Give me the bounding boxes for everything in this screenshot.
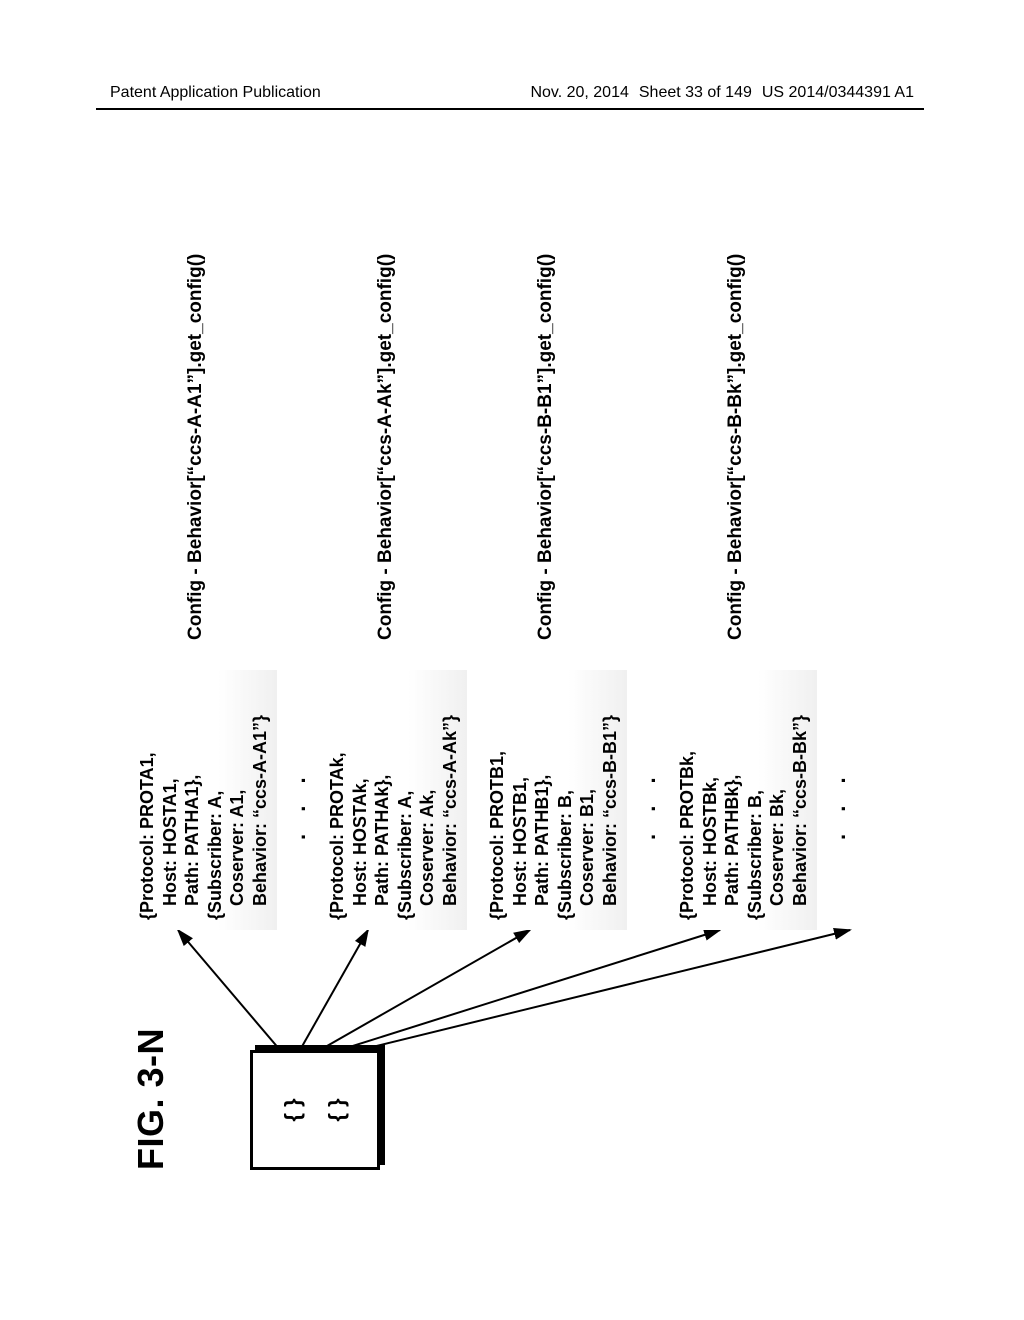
header-docnum: US 2014/0344391 A1 xyxy=(762,84,914,102)
record-box-0: {Protocol: PROTA1,Host: HOSTA1,Path: PAT… xyxy=(130,670,277,930)
record-line: Host: HOSTBk, xyxy=(699,680,722,920)
record-line: Coserver: Bk, xyxy=(766,680,789,920)
header-sheet: Sheet 33 of 149 xyxy=(639,84,752,102)
record-line: {Subscriber: A, xyxy=(394,680,417,920)
ellipsis-2: . . . xyxy=(825,769,851,840)
out-label-1: Config - Behavior[“ccs-A-Ak”].get_config… xyxy=(375,160,397,640)
out-label-0: Config - Behavior[“ccs-A-A1”].get_config… xyxy=(185,160,207,640)
record-line: {Subscriber: A, xyxy=(204,680,227,920)
record-line: {Protocol: PROTBk, xyxy=(676,680,699,920)
record-line: Coserver: B1, xyxy=(576,680,599,920)
header-right: Nov. 20, 2014 Sheet 33 of 149 US 2014/03… xyxy=(530,84,914,102)
arrow-line xyxy=(340,930,720,1050)
record-line: Behavior: “ccs-B-B1”} xyxy=(599,680,622,920)
record-line: {Protocol: PROTAk, xyxy=(326,680,349,920)
record-line: Behavior: “ccs-A-A1”} xyxy=(249,680,272,920)
record-line: Host: HOSTB1, xyxy=(509,680,532,920)
arrow-line xyxy=(178,930,280,1050)
record-line: Behavior: “ccs-B-Bk”} xyxy=(789,680,812,920)
record-line: Path: PATHA1}, xyxy=(181,680,204,920)
out-label-3: Config - Behavior[“ccs-B-Bk”].get_config… xyxy=(725,160,747,640)
out-label-2: Config - Behavior[“ccs-B-B1”].get_config… xyxy=(535,160,557,640)
record-line: Coserver: A1, xyxy=(226,680,249,920)
diagram: FIG. 3-N { } { } {Protocol: PROTA1,Host:… xyxy=(130,150,890,1170)
record-line: {Protocol: PROTB1, xyxy=(486,680,509,920)
arrows-svg xyxy=(130,150,890,1170)
record-line: Path: PATHB1}, xyxy=(531,680,554,920)
arrow-line xyxy=(360,930,850,1050)
record-box-3: {Protocol: PROTBk,Host: HOSTBk,Path: PAT… xyxy=(670,670,817,930)
ellipsis-1: . . . xyxy=(635,769,661,840)
record-line: {Subscriber: B, xyxy=(554,680,577,920)
arrow-line xyxy=(320,930,530,1050)
arrow-line xyxy=(300,930,368,1050)
record-line: {Protocol: PROTA1, xyxy=(136,680,159,920)
record-line: Host: HOSTAk, xyxy=(349,680,372,920)
record-line: Behavior: “ccs-A-Ak”} xyxy=(439,680,462,920)
ellipsis-0: . . . xyxy=(285,769,311,840)
header-rule xyxy=(96,108,924,110)
header-date: Nov. 20, 2014 xyxy=(530,84,628,102)
record-line: Path: PATHAk}, xyxy=(371,680,394,920)
record-line: Host: HOSTA1, xyxy=(159,680,182,920)
header-left: Patent Application Publication xyxy=(110,84,321,102)
record-box-2: {Protocol: PROTB1,Host: HOSTB1,Path: PAT… xyxy=(480,670,627,930)
record-box-1: {Protocol: PROTAk,Host: HOSTAk,Path: PAT… xyxy=(320,670,467,930)
record-line: {Subscriber: B, xyxy=(744,680,767,920)
record-line: Coserver: Ak, xyxy=(416,680,439,920)
page-header: Patent Application Publication Nov. 20, … xyxy=(0,84,1024,102)
record-line: Path: PATHBk}, xyxy=(721,680,744,920)
